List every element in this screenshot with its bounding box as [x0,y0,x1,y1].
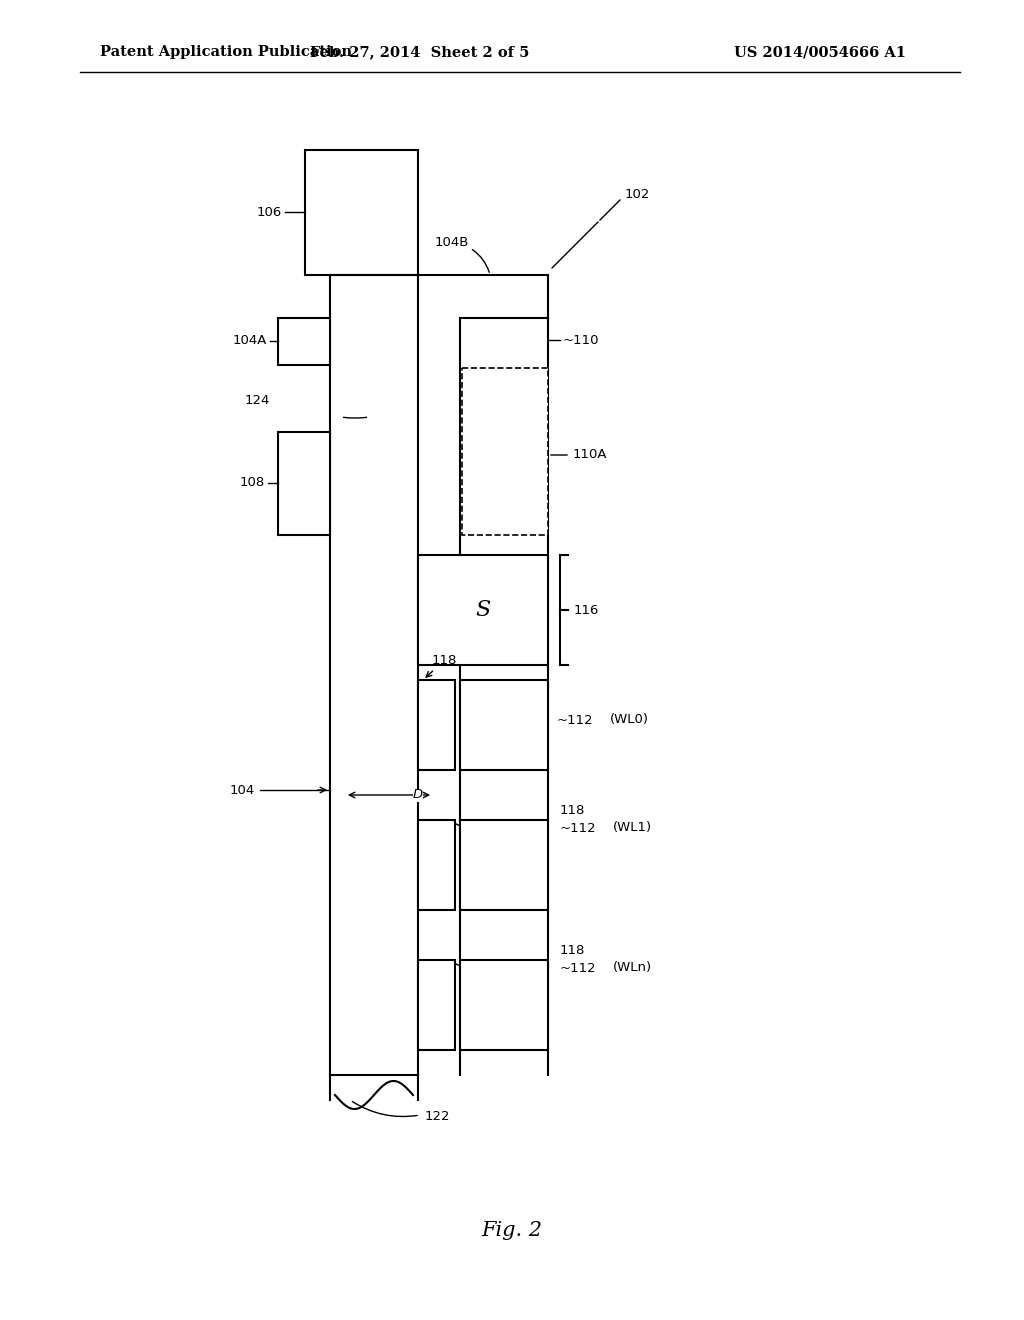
Text: D: D [413,788,423,801]
Text: 118: 118 [560,804,586,817]
Text: 118: 118 [560,944,586,957]
Text: Patent Application Publication: Patent Application Publication [100,45,352,59]
Text: (WL0): (WL0) [610,714,649,726]
Bar [418,820,455,909]
Text: 108: 108 [240,477,265,490]
Text: 106: 106 [257,206,282,219]
Bar [278,318,330,366]
Bar [305,150,418,275]
Bar [278,432,330,535]
Text: Feb. 27, 2014  Sheet 2 of 5: Feb. 27, 2014 Sheet 2 of 5 [310,45,529,59]
Bar [460,960,548,1049]
Bar [418,554,548,665]
Text: ~112: ~112 [560,961,597,974]
Bar [460,680,548,770]
Text: 104B: 104B [435,235,469,248]
Bar [460,820,548,909]
Text: 104: 104 [229,784,255,796]
Text: US 2014/0054666 A1: US 2014/0054666 A1 [734,45,906,59]
Bar [462,368,548,535]
Bar [418,960,455,1049]
Bar [418,680,455,770]
Text: 104A: 104A [232,334,267,347]
Text: S: S [475,599,490,620]
Text: Fig. 2: Fig. 2 [481,1221,543,1239]
Text: (WLn): (WLn) [613,961,652,974]
Text: ~110: ~110 [563,334,599,346]
Text: ~112: ~112 [560,821,597,834]
Text: (WL1): (WL1) [613,821,652,834]
Text: 122: 122 [425,1110,451,1123]
Text: 124: 124 [245,393,270,407]
Text: 116: 116 [574,603,599,616]
Text: 110A: 110A [573,449,607,462]
Text: 118: 118 [426,653,458,677]
Text: ~112: ~112 [557,714,594,726]
Text: 102: 102 [625,189,650,202]
